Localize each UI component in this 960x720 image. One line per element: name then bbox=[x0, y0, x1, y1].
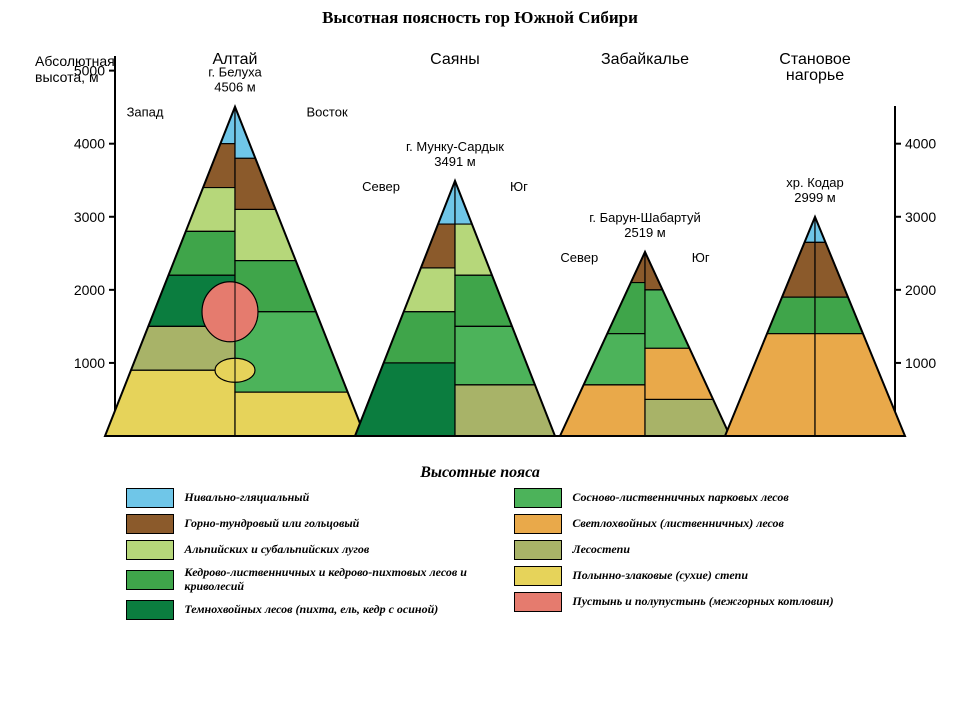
svg-text:Север: Север bbox=[560, 250, 598, 265]
legend-swatch bbox=[514, 592, 562, 612]
svg-text:3000: 3000 bbox=[74, 209, 105, 225]
legend-item: Пустынь и полупустынь (межгорных котлови… bbox=[514, 592, 833, 612]
legend-swatch bbox=[126, 600, 174, 620]
legend: Нивально-гляциальный Горно-тундровый или … bbox=[0, 488, 960, 620]
legend-col-right: Сосново-лиственничных парковых лесов Свет… bbox=[514, 488, 833, 620]
svg-text:4506 м: 4506 м bbox=[214, 80, 256, 95]
legend-swatch bbox=[514, 488, 562, 508]
svg-text:4000: 4000 bbox=[905, 136, 936, 152]
svg-text:2999 м: 2999 м bbox=[794, 190, 836, 205]
legend-item: Лесостепи bbox=[514, 540, 833, 560]
legend-item: Нивально-гляциальный bbox=[126, 488, 484, 508]
legend-item: Горно-тундровый или гольцовый bbox=[126, 514, 484, 534]
legend-label: Пустынь и полупустынь (межгорных котлови… bbox=[572, 595, 833, 609]
legend-label: Альпийских и субальпийских лугов bbox=[184, 543, 369, 557]
svg-text:Саяны: Саяны bbox=[430, 51, 480, 68]
legend-label: Лесостепи bbox=[572, 543, 630, 557]
legend-item: Альпийских и субальпийских лугов bbox=[126, 540, 484, 560]
chart-area: Абсолютнаявысота, м100020003000400050001… bbox=[20, 36, 940, 456]
legend-label: Темнохвойных лесов (пихта, ель, кедр с о… bbox=[184, 603, 438, 617]
legend-swatch bbox=[126, 488, 174, 508]
svg-text:Юг: Юг bbox=[692, 250, 710, 265]
svg-text:г. Мунку-Сардык: г. Мунку-Сардык bbox=[406, 139, 504, 154]
svg-text:2519 м: 2519 м bbox=[624, 225, 666, 240]
svg-text:г. Белуха: г. Белуха bbox=[208, 65, 262, 80]
legend-title: Высотные пояса bbox=[0, 464, 960, 482]
legend-swatch bbox=[126, 570, 174, 590]
svg-text:Восток: Восток bbox=[307, 105, 348, 120]
legend-swatch bbox=[126, 514, 174, 534]
svg-text:2000: 2000 bbox=[905, 282, 936, 298]
svg-text:1000: 1000 bbox=[905, 355, 936, 371]
legend-item: Кедрово-лиственничных и кедрово-пихтовых… bbox=[126, 566, 484, 594]
svg-text:3491 м: 3491 м bbox=[434, 154, 476, 169]
legend-item: Полынно-злаковые (сухие) степи bbox=[514, 566, 833, 586]
svg-text:Север: Север bbox=[362, 179, 400, 194]
legend-col-left: Нивально-гляциальный Горно-тундровый или … bbox=[126, 488, 484, 620]
svg-text:Запад: Запад bbox=[127, 105, 164, 120]
svg-text:Становое: Становое bbox=[779, 51, 851, 68]
svg-text:г. Барун-Шабартуй: г. Барун-Шабартуй bbox=[589, 210, 701, 225]
chart-title: Высотная поясность гор Южной Сибири bbox=[0, 0, 960, 36]
svg-text:4000: 4000 bbox=[74, 136, 105, 152]
svg-text:Юг: Юг bbox=[510, 179, 528, 194]
svg-text:хр. Кодар: хр. Кодар bbox=[786, 175, 844, 190]
svg-text:нагорье: нагорье bbox=[786, 67, 844, 84]
legend-item: Темнохвойных лесов (пихта, ель, кедр с о… bbox=[126, 600, 484, 620]
mountain-chart: Абсолютнаявысота, м100020003000400050001… bbox=[20, 36, 940, 456]
svg-text:Забайкалье: Забайкалье bbox=[601, 51, 689, 68]
svg-text:3000: 3000 bbox=[905, 209, 936, 225]
legend-item: Светлохвойных (лиственничных) лесов bbox=[514, 514, 833, 534]
legend-swatch bbox=[126, 540, 174, 560]
legend-swatch bbox=[514, 514, 562, 534]
svg-text:1000: 1000 bbox=[74, 355, 105, 371]
legend-label: Сосново-лиственничных парковых лесов bbox=[572, 491, 788, 505]
legend-label: Нивально-гляциальный bbox=[184, 491, 309, 505]
legend-item: Сосново-лиственничных парковых лесов bbox=[514, 488, 833, 508]
legend-label: Полынно-злаковые (сухие) степи bbox=[572, 569, 748, 583]
legend-swatch bbox=[514, 540, 562, 560]
legend-label: Светлохвойных (лиственничных) лесов bbox=[572, 517, 784, 531]
legend-label: Кедрово-лиственничных и кедрово-пихтовых… bbox=[184, 566, 484, 594]
legend-swatch bbox=[514, 566, 562, 586]
legend-label: Горно-тундровый или гольцовый bbox=[184, 517, 359, 531]
svg-text:5000: 5000 bbox=[74, 63, 105, 79]
svg-text:2000: 2000 bbox=[74, 282, 105, 298]
